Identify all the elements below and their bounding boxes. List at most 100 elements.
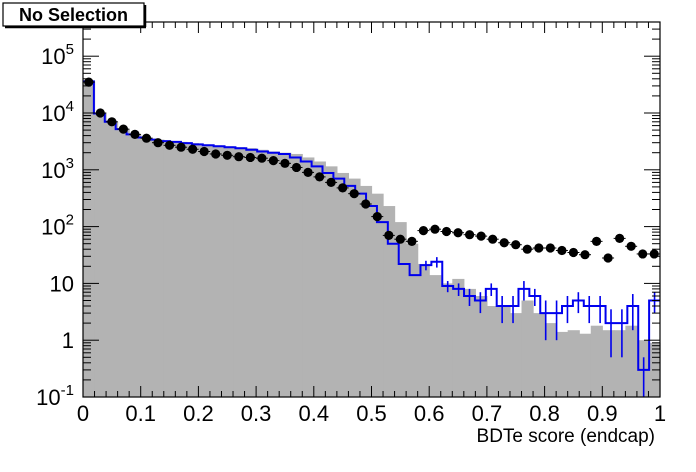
data-point [95, 108, 105, 118]
data-point [557, 245, 567, 256]
data-point [199, 146, 209, 157]
data-point [303, 167, 313, 177]
data-point [361, 199, 371, 209]
y-tick-label: 10-1 [36, 382, 74, 410]
filled-bar [198, 144, 211, 397]
filled-bar [348, 178, 361, 397]
data-point [211, 149, 221, 159]
data-point [188, 144, 198, 154]
filled-bar [394, 222, 407, 397]
data-point [626, 241, 636, 251]
filled-bar [152, 139, 165, 398]
y-tick-labels: 10-1 1 10 102 103 104 105 [36, 41, 74, 410]
x-tick-label: 0.3 [241, 401, 272, 426]
data-point [245, 152, 255, 163]
data-point [384, 230, 394, 240]
filled-bar [406, 243, 419, 397]
filled-bar [440, 283, 453, 397]
x-tick-label: 1 [654, 401, 666, 426]
filled-bar [256, 149, 269, 397]
data-point [476, 231, 486, 241]
filled-bar [498, 306, 511, 397]
data-point [372, 211, 382, 222]
filled-bar [371, 193, 384, 397]
x-tick-label: 0.5 [356, 401, 387, 426]
data-point [268, 156, 279, 166]
x-axis-title: BDTe score (endcap) [477, 426, 655, 447]
data-point [603, 253, 613, 263]
y-tick-label: 103 [41, 155, 74, 183]
filled-bar [383, 206, 396, 397]
data-point [84, 77, 94, 87]
filled-bar [417, 263, 430, 397]
data-point [430, 224, 440, 234]
x-tick-label: 0.8 [529, 401, 560, 426]
filled-bar [463, 288, 476, 397]
filled-bar [302, 157, 315, 397]
data-point [257, 153, 267, 163]
data-point [222, 150, 232, 160]
filled-bar [106, 121, 119, 397]
filled-bar [590, 325, 603, 397]
filled-bar [313, 161, 326, 397]
chart-title-box: No Selection [2, 2, 147, 29]
filled-bar [602, 330, 615, 397]
x-tick-label: 0.7 [472, 401, 503, 426]
filled-bar [94, 113, 107, 397]
step-histogram [83, 80, 660, 397]
data-point [349, 189, 359, 199]
filled-bar [186, 143, 199, 397]
data-point [580, 250, 590, 260]
filled-bar [579, 333, 592, 397]
x-tick-label: 0 [77, 401, 89, 426]
filled-bar [209, 145, 223, 397]
filled-bar [359, 185, 373, 397]
data-point [418, 226, 429, 236]
data-point [326, 177, 336, 187]
data-point [176, 142, 186, 152]
data-point [453, 228, 463, 238]
filled-bar [140, 137, 153, 397]
x-tick-label: 0.2 [183, 401, 214, 426]
data-point [591, 236, 602, 246]
x-tick-labels: 0 0.1 0.2 0.3 0.4 0.5 0.6 0.7 0.8 0.9 1 [77, 401, 666, 426]
y-tick-label: 104 [41, 98, 74, 126]
filled-bar [336, 172, 350, 397]
data-point [153, 138, 163, 148]
filled-bar [486, 306, 500, 397]
data-point [314, 172, 325, 182]
data-point [164, 140, 175, 150]
data-point [234, 152, 244, 162]
filled-bar [325, 166, 338, 397]
filled-bar [279, 152, 292, 397]
x-tick-label: 0.4 [299, 401, 330, 426]
filled-bar [221, 146, 234, 397]
x-tick-label: 0.9 [587, 401, 618, 426]
data-point [118, 124, 128, 134]
filled-bar [613, 330, 626, 397]
y-tick-label: 102 [41, 212, 74, 240]
data-point [545, 243, 555, 253]
data-point [638, 249, 648, 259]
filled-bar [452, 278, 465, 397]
filled-bar [244, 148, 257, 397]
data-point [395, 234, 405, 244]
chart-title: No Selection [19, 5, 128, 25]
data-point [568, 247, 579, 258]
data-point [511, 240, 521, 250]
data-point [280, 158, 290, 168]
data-point [534, 243, 544, 253]
filled-bar [129, 134, 142, 397]
filled-bar [556, 331, 569, 397]
filled-bar [163, 141, 176, 397]
data-point [441, 226, 452, 237]
filled-bar [544, 323, 557, 397]
filled-bar [267, 151, 280, 397]
filled-bar [521, 300, 534, 397]
filled-bar [290, 153, 303, 397]
filled-bar [233, 147, 246, 397]
data-point [615, 233, 625, 243]
step-line [83, 80, 660, 371]
filled-bar [567, 330, 580, 397]
